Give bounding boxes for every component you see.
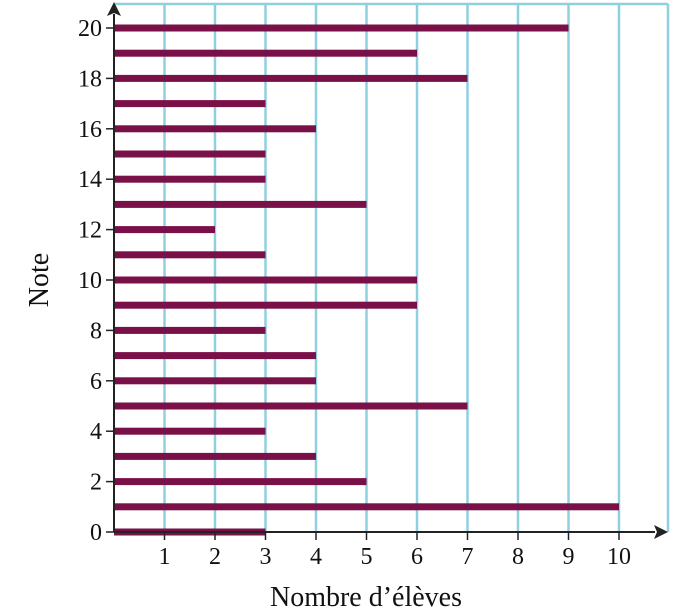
bar-note-18 xyxy=(114,74,468,82)
bar-note-5 xyxy=(114,402,468,410)
x-tick-label: 7 xyxy=(462,544,474,570)
bar-note-7 xyxy=(114,352,316,360)
bar-note-13 xyxy=(114,200,367,208)
y-tick-label: 2 xyxy=(90,470,102,496)
bar-note-12 xyxy=(114,226,215,234)
bar-note-6 xyxy=(114,377,316,385)
bar-note-11 xyxy=(114,251,266,259)
y-tick-label: 16 xyxy=(78,117,102,143)
bar-note-3 xyxy=(114,452,316,460)
y-tick-label: 8 xyxy=(90,318,102,344)
y-tick-label: 6 xyxy=(90,369,102,395)
bar-note-16 xyxy=(114,125,316,133)
bar-note-19 xyxy=(114,49,417,57)
bar-note-8 xyxy=(114,326,266,334)
y-tick-label: 0 xyxy=(90,520,102,546)
y-axis-arrow-icon xyxy=(107,2,121,16)
y-axis-title: Note xyxy=(24,253,55,307)
y-tick-label: 12 xyxy=(78,218,102,244)
bar-note-17 xyxy=(114,100,266,108)
y-tick-label: 10 xyxy=(78,268,102,294)
x-tick-label: 8 xyxy=(512,544,524,570)
bar-note-20 xyxy=(114,24,569,32)
x-axis-arrow-icon xyxy=(654,525,668,539)
y-tick-label: 18 xyxy=(78,66,102,92)
x-tick-label: 5 xyxy=(361,544,373,570)
y-tick-label: 4 xyxy=(90,419,102,445)
x-tick-label: 1 xyxy=(159,544,171,570)
x-tick-label: 2 xyxy=(209,544,221,570)
bar-note-14 xyxy=(114,175,266,183)
axes xyxy=(106,2,668,540)
bar-note-1 xyxy=(114,503,619,511)
bar-note-9 xyxy=(114,301,417,309)
bar-note-4 xyxy=(114,427,266,435)
bar-note-15 xyxy=(114,150,266,158)
y-tick-label: 20 xyxy=(78,16,102,42)
x-tick-label: 10 xyxy=(607,544,631,570)
bar-note-10 xyxy=(114,276,417,284)
x-tick-label: 9 xyxy=(563,544,575,570)
x-tick-label: 4 xyxy=(310,544,322,570)
x-tick-label: 3 xyxy=(260,544,272,570)
y-tick-label: 14 xyxy=(78,167,102,193)
x-axis-title: Nombre d’élèves xyxy=(270,582,462,613)
bar-note-2 xyxy=(114,478,367,486)
bars xyxy=(114,24,619,536)
x-tick-label: 6 xyxy=(411,544,423,570)
grid-lines xyxy=(114,2,670,532)
